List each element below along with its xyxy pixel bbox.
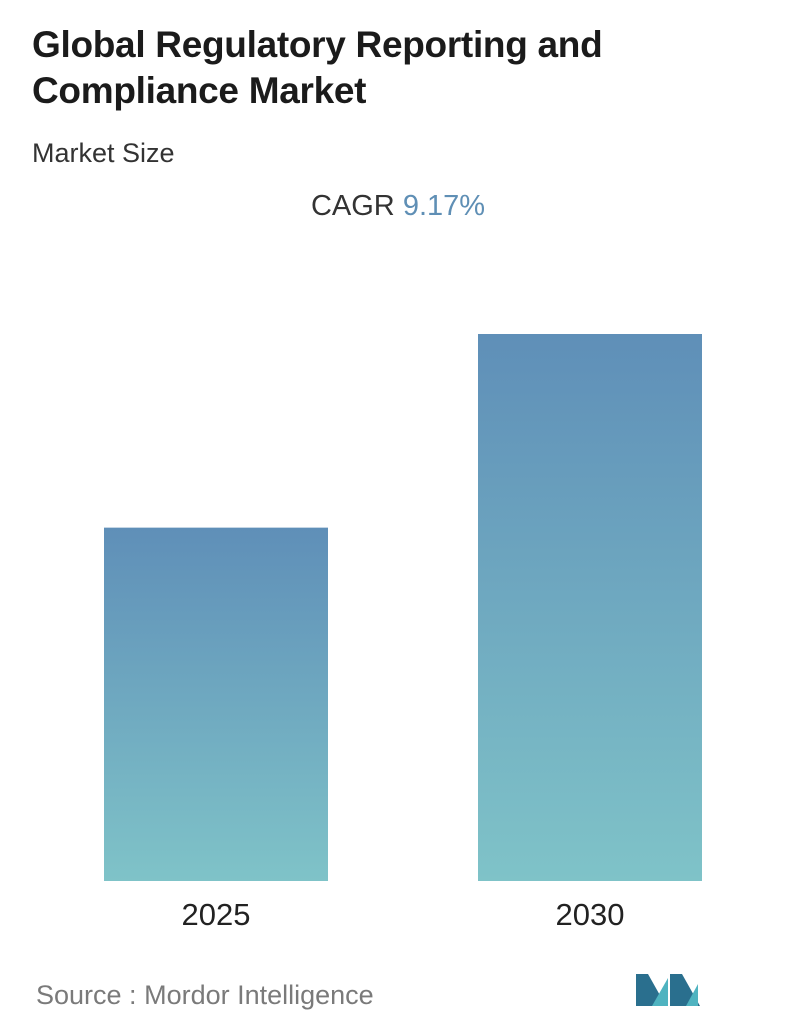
cagr-value: 9.17% xyxy=(402,190,486,222)
chart-subtitle: Market Size xyxy=(32,138,175,168)
mordor-intelligence-logo-icon xyxy=(636,974,700,1006)
source-label: Source : xyxy=(36,980,137,1010)
source-name: Mordor Intelligence xyxy=(144,980,374,1010)
cagr-label: CAGR xyxy=(310,190,395,222)
bar-2030 xyxy=(478,334,702,881)
bar-2025 xyxy=(104,527,328,881)
x-tick-label-2030: 2030 xyxy=(556,897,625,932)
chart-title: Global Regulatory Reporting and Complian… xyxy=(32,24,603,111)
source-attribution: Source : Mordor Intelligence xyxy=(36,980,374,1011)
cagr-readout: CAGR 9.17% xyxy=(0,190,796,223)
x-tick-label-2025: 2025 xyxy=(182,897,251,932)
